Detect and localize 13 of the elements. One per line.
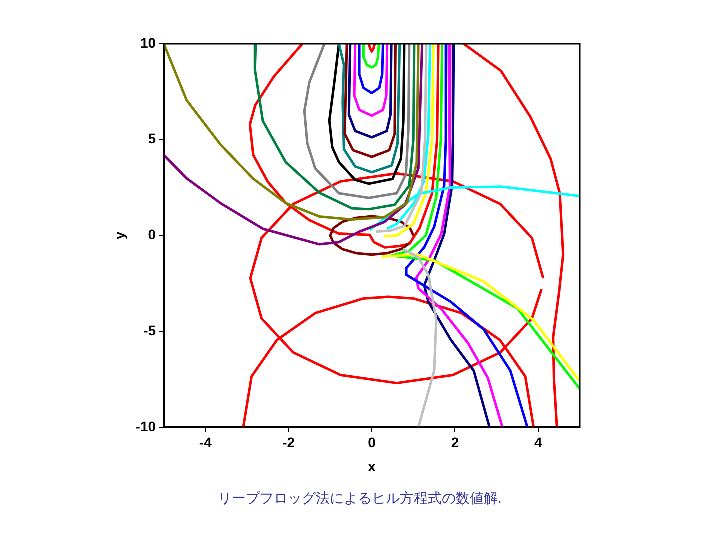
x-axis-title: x <box>368 458 376 474</box>
x-tick-label: -2 <box>282 434 296 451</box>
y-tick-label: 0 <box>148 226 156 243</box>
x-tick-label: 2 <box>451 434 460 451</box>
y-tick-label: -10 <box>136 418 156 434</box>
x-tick-label: 4 <box>534 434 543 451</box>
y-tick-label: -5 <box>144 322 156 338</box>
x-tick-label: 0 <box>368 434 376 451</box>
text: リープフロッグ法によるヒル方程式の数値解. <box>217 490 503 508</box>
y-axis-title: y <box>111 232 128 240</box>
x-tick-label: -4 <box>199 434 212 451</box>
y-tick-label: 10 <box>140 34 156 51</box>
y-tick-label: 5 <box>148 130 156 147</box>
